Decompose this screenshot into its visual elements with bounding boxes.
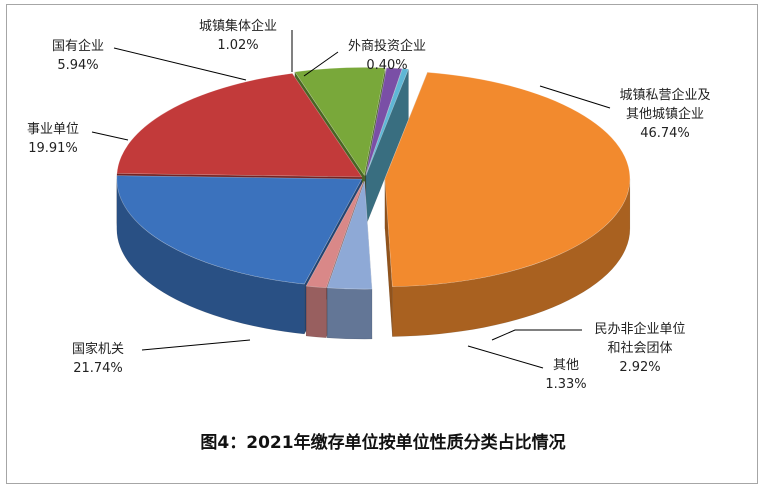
slice-label: 事业单位 19.91% — [0, 120, 109, 158]
pie-slice — [365, 68, 409, 176]
slice-value: 1.02% — [217, 38, 259, 53]
slice-name: 其他 — [552, 358, 579, 373]
slice-value: 46.74% — [640, 126, 690, 141]
slice-value: 19.91% — [28, 141, 78, 156]
leader-line — [141, 339, 251, 351]
slice-value: 5.94% — [57, 58, 99, 73]
slice-name: 国家机关 — [71, 342, 124, 357]
leader-line — [91, 131, 129, 141]
pie-slice — [384, 71, 631, 287]
slice-name: 城镇集体企业 — [198, 19, 277, 34]
leader-line — [467, 345, 544, 369]
slice-label: 国有企业 5.94% — [22, 37, 134, 75]
slice-name: 外商投资企业 — [347, 39, 426, 54]
pie-slice — [116, 73, 363, 178]
slice-label: 城镇集体企业 1.02% — [182, 17, 294, 55]
slice-side — [326, 287, 373, 340]
pie-slice — [116, 175, 363, 285]
slice-side — [305, 285, 327, 339]
slice-value: 1.33% — [545, 377, 587, 392]
leader-line — [491, 329, 582, 341]
pie-slice — [326, 180, 373, 290]
leader-line — [303, 51, 339, 77]
slice-name: 事业单位 — [26, 122, 79, 137]
pie-slice — [365, 67, 403, 176]
slice-name: 民办非企业单位和社会团体 — [594, 322, 686, 356]
slice-label: 国家机关 21.74% — [42, 340, 154, 378]
slice-value: 21.74% — [73, 361, 123, 376]
slice-name: 城镇私营企业及其他城镇企业 — [619, 88, 711, 122]
slice-label: 外商投资企业 0.40% — [331, 37, 443, 75]
leader-line — [113, 47, 247, 81]
slice-value: 2.92% — [619, 360, 661, 375]
chart-frame — [6, 4, 758, 484]
slice-label: 城镇私营企业及其他城镇企业 46.74% — [609, 86, 721, 143]
slice-name: 国有企业 — [51, 39, 104, 54]
slice-value: 0.40% — [366, 58, 408, 73]
slice-side — [384, 178, 393, 337]
pie-slice — [305, 180, 364, 289]
slice-label: 其他 1.33% — [510, 356, 622, 394]
slice-label: 民办非企业单位和社会团体 2.92% — [584, 320, 696, 377]
pie-slice — [294, 67, 386, 177]
chart-title: 图4：2021年缴存单位按单位性质分类占比情况 — [200, 433, 566, 453]
leader-line — [539, 85, 611, 109]
